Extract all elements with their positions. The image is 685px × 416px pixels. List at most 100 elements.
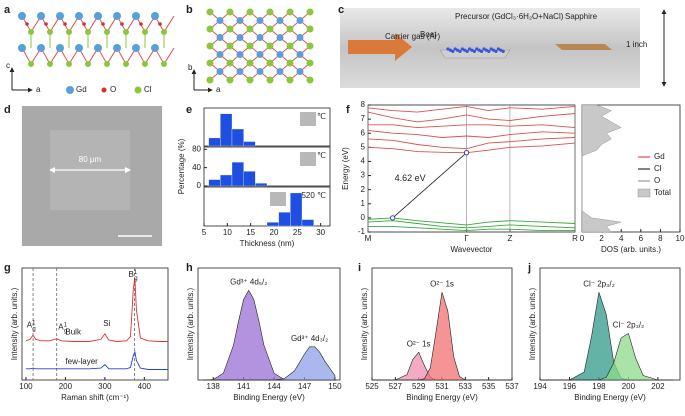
series-line xyxy=(25,278,168,342)
cl-atom xyxy=(206,8,214,16)
bar xyxy=(266,222,279,227)
gd-atom xyxy=(236,34,244,41)
peak-label: B1 g xyxy=(129,270,138,282)
powder xyxy=(465,49,469,54)
gd-atom xyxy=(151,44,159,52)
x-tick-label: 15 xyxy=(246,228,255,237)
y-tick-label: 7 xyxy=(361,114,366,123)
gd-atom xyxy=(276,17,284,24)
o-atom xyxy=(158,22,162,26)
cl-atom xyxy=(246,59,254,67)
powder xyxy=(468,47,472,51)
cl-atom xyxy=(306,42,314,50)
sapphire-plate xyxy=(555,44,612,50)
gd-atom xyxy=(256,34,264,41)
x-axis-label: Thickness (nm) xyxy=(240,239,295,248)
y-axis-label: Intensity (arb. units.) xyxy=(10,287,19,360)
x-tick-label: 200 xyxy=(622,382,636,391)
y-axis-label: Energy (eV) xyxy=(341,147,350,190)
powder xyxy=(451,49,455,54)
bar xyxy=(231,161,244,187)
series-line xyxy=(367,217,576,226)
series-line xyxy=(367,129,576,138)
sem-scale: 80 μm xyxy=(79,155,102,164)
x-tick-label: 147 xyxy=(298,382,312,391)
x-tick-label: 300 xyxy=(98,382,112,391)
powder xyxy=(492,48,496,52)
x-tick-label: 202 xyxy=(651,382,665,391)
panel-label: h xyxy=(186,262,193,274)
bar xyxy=(255,183,268,187)
powder xyxy=(448,48,452,52)
x-tick-label: 533 xyxy=(459,382,473,391)
cl-atom xyxy=(47,61,53,67)
peak-label-sub: g xyxy=(64,328,67,334)
y-axis-label: Percentage (%) xyxy=(177,138,186,194)
gd-atom xyxy=(113,44,121,52)
gd-atom xyxy=(256,17,264,24)
setup-label: Sapphire xyxy=(565,12,598,21)
cl-atom xyxy=(286,25,294,33)
gd-atom xyxy=(56,44,64,52)
powder xyxy=(453,47,457,51)
series-line xyxy=(367,220,576,229)
cl-atom xyxy=(226,59,234,67)
peak-label: A1 g xyxy=(27,320,36,332)
peak-label: Cl⁻ 2p₃/₂ xyxy=(613,321,644,330)
x-axis-label: DOS (arb. units.) xyxy=(601,245,661,254)
x-tick-label: 529 xyxy=(412,382,426,391)
powder xyxy=(480,49,484,54)
bar xyxy=(220,174,233,187)
y-tick-label: 40 xyxy=(192,163,201,172)
y-axis-label: Intensity (arb. units.) xyxy=(360,287,369,360)
gd-atom xyxy=(216,68,224,75)
gd-atom xyxy=(18,44,26,52)
x-tick-label: 144 xyxy=(267,382,281,391)
gd-atom xyxy=(151,12,159,20)
x-axis-label: Binding Energy (eV) xyxy=(233,393,305,402)
cl-atom xyxy=(306,8,314,16)
inset-image xyxy=(300,152,316,166)
legend-atom xyxy=(66,86,74,94)
powder xyxy=(472,49,476,54)
cl-atom xyxy=(142,61,148,67)
cl-atom xyxy=(246,42,254,50)
o-atom xyxy=(63,22,67,26)
powder xyxy=(475,47,479,51)
peak-label: A1 g xyxy=(58,322,67,334)
cl-atom xyxy=(28,61,34,67)
x-tick-label: 194 xyxy=(533,382,547,391)
cl-atom xyxy=(206,42,214,50)
powder xyxy=(484,48,488,52)
cl-atom xyxy=(47,29,53,35)
cl-atom xyxy=(226,8,234,16)
peak-label: Si xyxy=(103,319,110,328)
cl-atom xyxy=(226,42,234,50)
peak-label-base: A xyxy=(58,323,64,332)
series-line xyxy=(368,225,575,232)
cl-atom xyxy=(246,8,254,16)
bar xyxy=(208,137,221,147)
x-tick-label: 537 xyxy=(505,382,519,391)
y-axis-label: Intensity (arb. units.) xyxy=(186,287,195,360)
powder xyxy=(463,48,467,52)
gd-atom xyxy=(236,68,244,75)
x-tick-label: 200 xyxy=(59,382,73,391)
gd-atom xyxy=(75,44,83,52)
x-tick-label: Z xyxy=(507,234,512,243)
plot-frame xyxy=(203,107,331,147)
cl-atom xyxy=(246,25,254,33)
powder xyxy=(499,48,503,52)
x-tick-label: 100 xyxy=(19,382,33,391)
cl-atom xyxy=(306,25,314,33)
gd-atom xyxy=(37,12,45,20)
gd-atom xyxy=(296,68,304,75)
x-tick-label: 0 xyxy=(580,234,585,243)
series-line xyxy=(367,105,576,113)
x-tick-label: 196 xyxy=(563,382,577,391)
legend-label: Total xyxy=(654,188,671,197)
cl-atom xyxy=(286,8,294,16)
panel-label: d xyxy=(4,104,11,116)
gd-atom xyxy=(216,17,224,24)
panel-label: g xyxy=(4,262,11,274)
